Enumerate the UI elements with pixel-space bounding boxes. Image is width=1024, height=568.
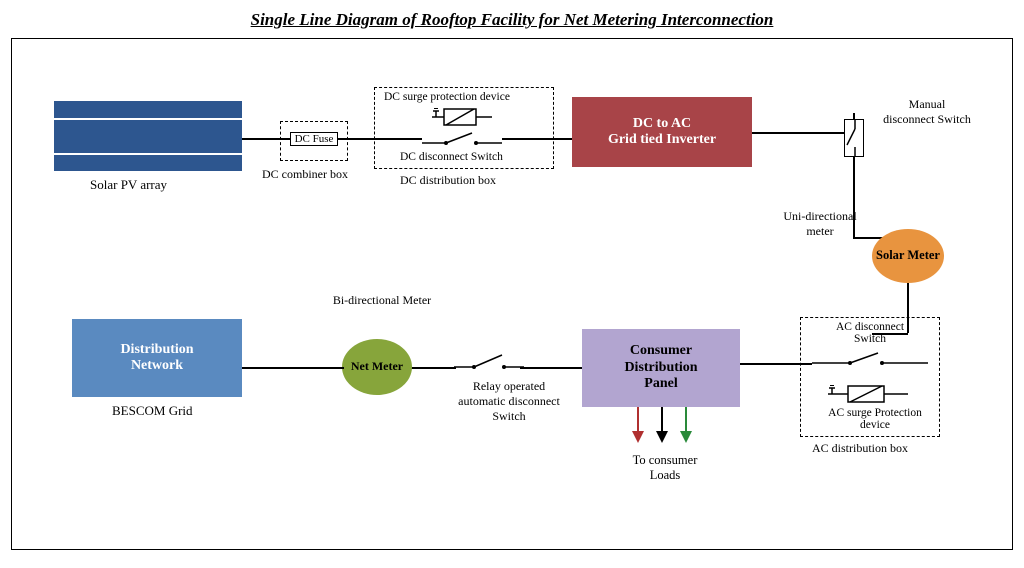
- ac-switch-icon: [812, 351, 928, 369]
- dc-fuse-label: DC Fuse: [295, 133, 334, 145]
- dc-surge-icon: [432, 105, 492, 129]
- dc-switch-label: DC disconnect Switch: [400, 151, 503, 163]
- dc-fuse: DC Fuse: [290, 132, 338, 146]
- wire: [520, 367, 582, 369]
- diagram-canvas: Solar PV array DC Fuse DC combiner box D…: [11, 38, 1013, 550]
- dc-switch-icon: [422, 131, 502, 149]
- wire: [242, 367, 344, 369]
- solar-pv-array: [54, 101, 242, 171]
- inverter-box: DC to AC Grid tied Inverter: [572, 97, 752, 167]
- inverter-label-1: DC to AC: [633, 116, 691, 132]
- wire: [853, 113, 855, 119]
- wire: [280, 138, 290, 140]
- wire: [502, 138, 572, 140]
- ac-dist-label: AC distribution box: [812, 441, 908, 456]
- wire: [242, 138, 280, 140]
- wire: [338, 138, 348, 140]
- dc-dist-label: DC distribution box: [400, 173, 496, 188]
- dc-combiner-label: DC combiner box: [262, 167, 348, 182]
- distribution-network: Distribution Network: [72, 319, 242, 397]
- ac-surge-icon: [828, 381, 908, 407]
- wire: [374, 138, 422, 140]
- ac-surge-label: AC surge Protection device: [820, 407, 930, 431]
- consumer-panel: Consumer Distribution Panel: [582, 329, 740, 407]
- pv-label: Solar PV array: [90, 177, 167, 193]
- bidir-label: Bi-directional Meter: [332, 293, 432, 308]
- solar-meter: Solar Meter: [872, 229, 944, 283]
- wire: [740, 363, 812, 365]
- relay-switch-icon: [454, 353, 524, 373]
- load-arrows: [626, 407, 698, 449]
- manual-switch-label: Manual disconnect Switch: [882, 97, 972, 127]
- uni-meter-label: Uni-directional meter: [770, 209, 870, 239]
- ac-switch-label: AC disconnect Switch: [820, 321, 920, 345]
- dc-surge-label: DC surge protection device: [384, 91, 510, 103]
- bescom-label: BESCOM Grid: [112, 403, 193, 419]
- wire: [410, 367, 456, 369]
- page-title: Single Line Diagram of Rooftop Facility …: [10, 10, 1014, 30]
- manual-switch: [844, 119, 864, 157]
- net-meter: Net Meter: [342, 339, 412, 395]
- wire: [348, 138, 374, 140]
- loads-label: To consumer Loads: [620, 453, 710, 483]
- relay-label: Relay operated automatic disconnect Swit…: [454, 379, 564, 424]
- wire: [752, 132, 852, 134]
- inverter-label-2: Grid tied Inverter: [608, 132, 716, 148]
